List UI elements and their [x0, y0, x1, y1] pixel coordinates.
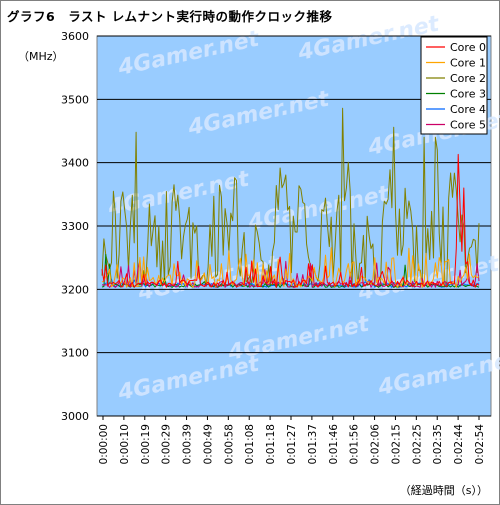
x-tick-label: 0:01:56	[349, 424, 361, 465]
x-tick-label: 0:00:49	[202, 424, 214, 464]
legend-box	[420, 36, 488, 135]
x-tick-label: 0:01:18	[265, 424, 277, 464]
series-line-core-1	[101, 247, 480, 288]
y-tick-label: 3200	[61, 283, 89, 296]
y-tick-label: 3600	[61, 30, 89, 43]
x-axis-label: （経過時間（s））	[400, 484, 488, 497]
y-tick-label: 3100	[61, 347, 89, 360]
legend-label: Core 4	[450, 103, 486, 116]
x-tick-label: 0:02:54	[474, 424, 486, 465]
y-tick-label: 3000	[61, 410, 89, 423]
x-tick-label: 0:00:58	[223, 424, 235, 464]
x-tick-label: 0:00:39	[182, 424, 194, 464]
legend-label: Core 3	[450, 88, 486, 101]
x-tick-label: 0:02:25	[411, 424, 423, 464]
x-tick-label: 0:01:37	[307, 424, 319, 464]
y-tick-label: 3400	[61, 157, 89, 170]
x-tick-label: 0:01:46	[328, 424, 340, 465]
x-tick-label: 0:00:10	[119, 424, 131, 464]
x-tick-label: 0:01:27	[286, 424, 298, 464]
x-tick-label: 0:02:06	[370, 424, 382, 465]
series-layer	[101, 107, 480, 288]
legend-label: Core 2	[450, 72, 486, 85]
x-tick-label: 0:01:08	[244, 424, 256, 464]
legend-label: Core 0	[450, 41, 486, 54]
y-tick-label: 3300	[61, 220, 89, 233]
x-tick-label: 0:00:29	[161, 424, 173, 464]
y-tick-label: 3500	[61, 93, 89, 106]
y-axis-label: （MHz）	[18, 50, 64, 63]
legend: Core 0 Core 1 Core 2 Core 3 Core 4 Core 5	[420, 36, 488, 135]
series-line-core-2	[101, 107, 480, 287]
x-tick-label: 0:02:44	[453, 424, 465, 465]
legend-label: Core 1	[450, 57, 486, 70]
series-line-core-0	[101, 153, 480, 288]
chart-title: グラフ6 ラスト レムナント実行時の動作クロック推移	[7, 9, 333, 24]
axes: 3000 3100 3200 3300 3400 3500 3600 0:00:00 0:00:…	[61, 30, 486, 464]
legend-label: Core 5	[450, 119, 486, 132]
x-tick-label: 0:02:15	[390, 424, 402, 464]
x-tick-label: 0:02:35	[432, 424, 444, 464]
x-tick-label: 0:00:19	[140, 424, 152, 464]
x-tick-label: 0:00:00	[98, 424, 110, 464]
